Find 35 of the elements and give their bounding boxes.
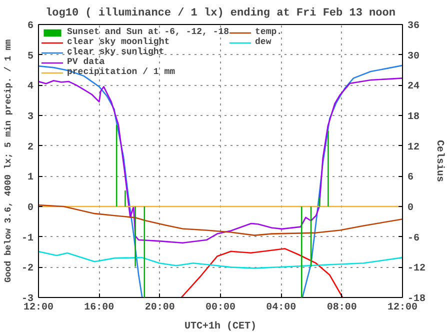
y-tick-label: 5 <box>28 51 34 62</box>
y2-axis-title: Celsius <box>434 140 446 182</box>
x-tick-label: 12:00 <box>388 302 418 314</box>
x-tick-label: 20:00 <box>144 302 175 314</box>
x-tick-label: 00:00 <box>206 302 236 314</box>
y2-tick-label: 36 <box>408 21 420 32</box>
x-tick-label: 12:00 <box>24 302 54 314</box>
x-tick-label: 16:00 <box>84 302 114 314</box>
legend-label: temp. <box>255 27 282 37</box>
legend-label: clear sky sunlight <box>67 47 164 57</box>
y2-tick-label: 6 <box>408 172 414 184</box>
x-tick-label: 04:00 <box>266 302 296 314</box>
y-tick-label: 0 <box>28 203 34 214</box>
legend-label: clear sky moonlight <box>67 37 170 47</box>
x-axis-title: UTC+1h (CET) <box>184 320 257 332</box>
legend-label: dew <box>255 37 272 47</box>
y2-tick-label: 12 <box>408 142 420 154</box>
y-tick-label: 3 <box>28 112 34 123</box>
y-tick-label: -1 <box>22 233 34 244</box>
legend-label: Sunset and Sun at -6, -12, -18 <box>67 27 230 37</box>
chart-title: log10 ( illuminance / 1 lx) ending at Fri Feb 13 noon <box>46 8 396 20</box>
y2-tick-label: -12 <box>408 264 426 275</box>
y2-tick-label: 0 <box>408 203 414 214</box>
y-tick-label: 6 <box>28 21 34 32</box>
y-tick-label: 4 <box>28 82 34 93</box>
y2-tick-label: 18 <box>408 112 420 123</box>
x-tick-label: 08:00 <box>326 302 357 314</box>
y-tick-label: -2 <box>22 264 34 275</box>
y2-tick-label: 30 <box>408 51 420 62</box>
y-tick-label: 2 <box>28 142 34 154</box>
y-tick-label: 1 <box>28 172 34 184</box>
y2-tick-label: 24 <box>408 82 420 93</box>
legend-label: PV data <box>67 57 105 67</box>
y-axis-title: Good below 3.6, 4000 lx; 5 min precip. / 1 mm <box>4 38 14 283</box>
y2-tick-label: -6 <box>408 233 420 244</box>
